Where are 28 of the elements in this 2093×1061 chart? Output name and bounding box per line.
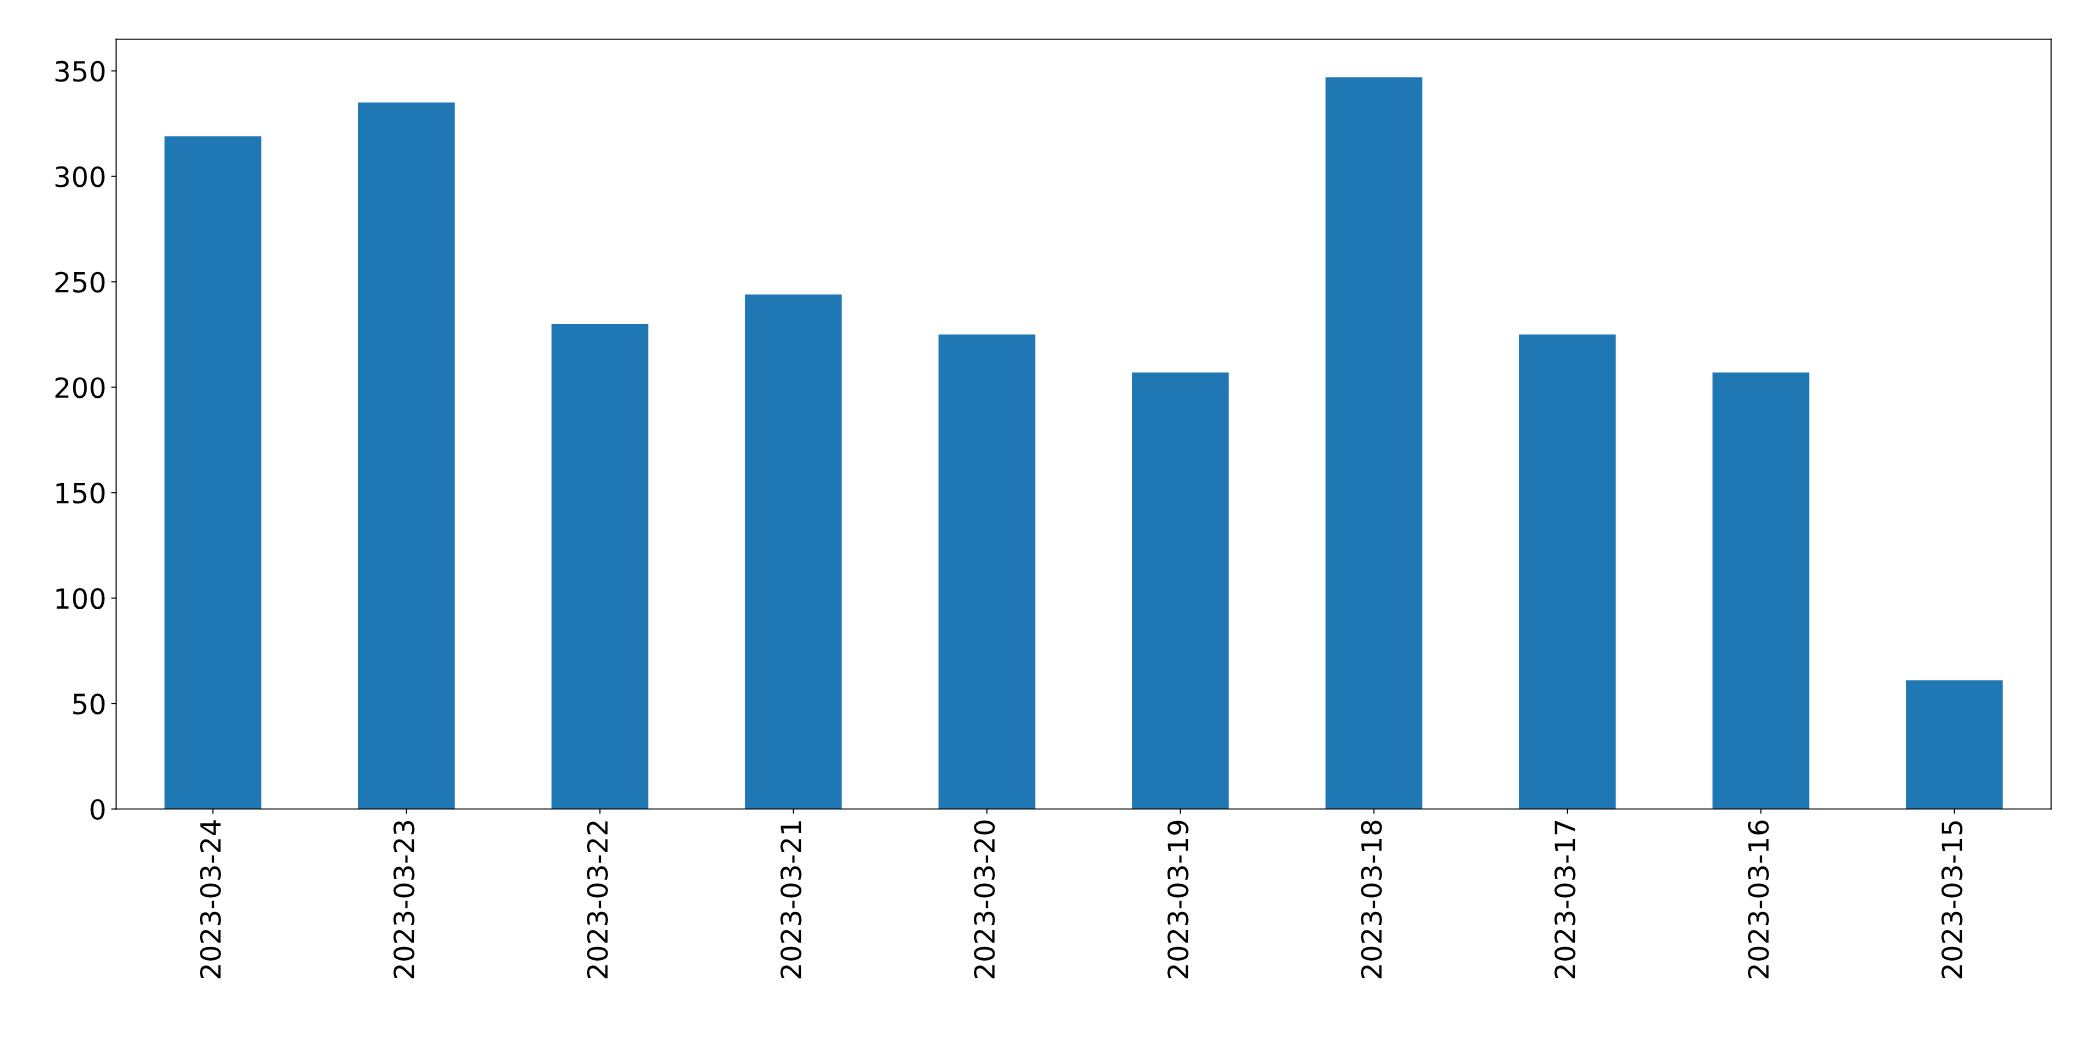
- x-tick-label: 2023-03-22: [586, 821, 608, 979]
- bar: [1906, 680, 2003, 810]
- y-tick-label: 50: [73, 693, 105, 715]
- bar: [551, 323, 649, 810]
- bar: [1712, 372, 1810, 810]
- x-tick-label: 2023-03-19: [1167, 820, 1189, 979]
- y-tick-label: 200: [55, 377, 105, 399]
- y-tick-label: 0: [90, 798, 105, 820]
- bar: [745, 294, 842, 810]
- x-tick-label: 2023-03-16: [1747, 820, 1769, 979]
- bar: [938, 334, 1036, 810]
- y-tick-label: 100: [56, 588, 105, 610]
- bar: [1325, 77, 1423, 810]
- y-tick-label: 350: [55, 60, 105, 82]
- y-tick-label: 300: [55, 166, 105, 188]
- x-tick-label: 2023-03-15: [1941, 821, 1963, 979]
- bar: [1132, 372, 1229, 810]
- x-tick-label: 2023-03-24: [199, 820, 221, 979]
- x-tick-label: 2023-03-21: [780, 821, 802, 979]
- x-tick-label: 2023-03-23: [393, 820, 415, 979]
- bar: [358, 102, 455, 810]
- bar: [1519, 334, 1616, 810]
- bar: [164, 136, 262, 810]
- y-tick-label: 250: [55, 271, 105, 293]
- x-tick-label: 2023-03-20: [973, 820, 995, 979]
- x-tick-label: 2023-03-18: [1360, 820, 1382, 979]
- x-tick-label: 2023-03-17: [1554, 821, 1576, 979]
- y-tick-label: 150: [56, 482, 105, 504]
